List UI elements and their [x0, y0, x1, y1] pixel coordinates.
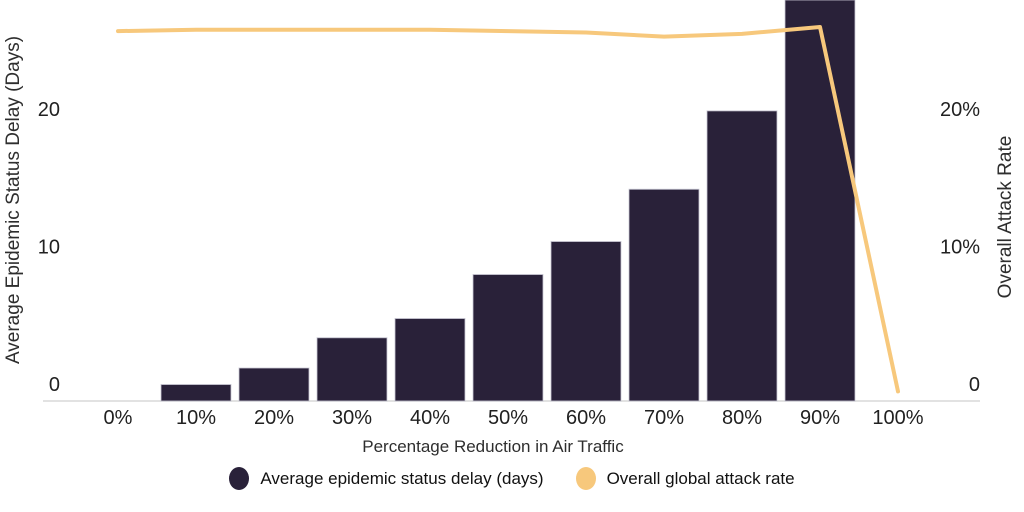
x-tick-30%: 30% [332, 407, 372, 429]
legend-label-line-series: Overall global attack rate [606, 468, 795, 488]
bar-30% [316, 337, 388, 402]
legend-item-delay: Average epidemic status delay (days) [229, 467, 544, 490]
bar-20% [238, 367, 310, 402]
attack-rate-line [116, 25, 900, 394]
bar-40% [394, 318, 466, 402]
legend-item-attack-rate: Overall global attack rate [575, 467, 795, 490]
x-tick-60%: 60% [566, 407, 606, 429]
bar-60% [550, 241, 622, 402]
legend-swatch-line-series [575, 467, 596, 490]
legend-label-bar-series: Average epidemic status delay (days) [260, 468, 544, 488]
x-tick-90%: 90% [800, 407, 840, 429]
bar-70% [628, 188, 700, 402]
left-axis-title: Average Epidemic Status Delay (Days) [3, 35, 24, 365]
x-tick-80%: 80% [722, 407, 762, 429]
x-tick-40%: 40% [410, 407, 450, 429]
x-tick-20%: 20% [254, 407, 294, 429]
bar-80% [706, 110, 778, 402]
y-tick-right-0: 0 [969, 374, 980, 396]
x-tick-10%: 10% [176, 407, 216, 429]
x-tick-70%: 70% [644, 407, 684, 429]
legend-swatch-bar-series [229, 467, 250, 490]
y-tick-right-10%: 10% [940, 237, 980, 259]
y-tick-left-10: 10 [38, 237, 60, 259]
y-tick-right-20%: 20% [940, 99, 980, 121]
bar-50% [472, 274, 544, 402]
legend: Average epidemic status delay (days) Ove… [0, 467, 1024, 490]
x-tick-0%: 0% [104, 407, 133, 429]
bar-10% [160, 384, 232, 402]
y-tick-left-0: 0 [49, 374, 60, 396]
x-tick-50%: 50% [488, 407, 528, 429]
x-axis-title: Percentage Reduction in Air Traffic [362, 437, 624, 456]
x-tick-100%: 100% [872, 407, 923, 429]
right-axis-title: Overall Attack Rate [995, 135, 1016, 299]
y-tick-left-20: 20 [38, 99, 60, 121]
bar-90% [784, 0, 856, 402]
